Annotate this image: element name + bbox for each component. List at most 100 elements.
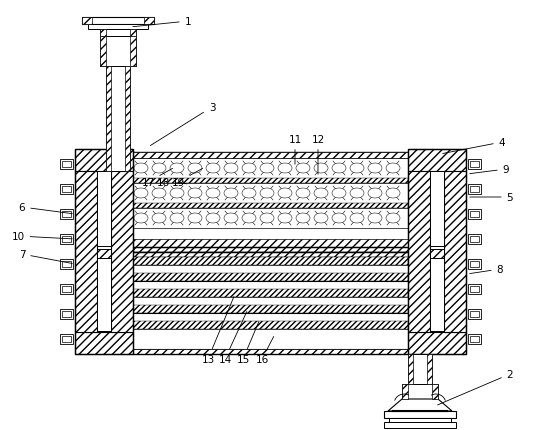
Ellipse shape: [314, 214, 328, 224]
Bar: [133, 321, 408, 329]
Bar: [408, 150, 466, 354]
Ellipse shape: [134, 214, 148, 224]
Bar: [133, 203, 408, 209]
Ellipse shape: [314, 189, 328, 199]
Bar: [133, 240, 408, 247]
Ellipse shape: [278, 214, 292, 224]
Bar: [133, 178, 408, 184]
Bar: [106, 67, 111, 172]
Bar: [408, 354, 432, 384]
Bar: [111, 172, 133, 332]
Bar: [402, 384, 438, 399]
Bar: [384, 411, 456, 418]
Bar: [62, 286, 71, 292]
Bar: [132, 153, 133, 362]
Bar: [97, 172, 111, 246]
Ellipse shape: [332, 164, 346, 174]
Bar: [444, 172, 466, 332]
Bar: [468, 334, 481, 344]
Bar: [133, 273, 408, 281]
Ellipse shape: [332, 189, 346, 199]
Bar: [470, 162, 479, 168]
Text: 5: 5: [470, 193, 514, 203]
Bar: [75, 332, 133, 354]
Bar: [470, 187, 479, 193]
Bar: [468, 284, 481, 294]
Bar: [468, 184, 481, 194]
Bar: [468, 259, 481, 269]
Ellipse shape: [296, 189, 310, 199]
Text: 11: 11: [288, 135, 301, 165]
Bar: [470, 336, 479, 342]
Bar: [430, 249, 444, 258]
Ellipse shape: [386, 189, 400, 199]
Ellipse shape: [224, 189, 238, 199]
Bar: [133, 329, 408, 337]
Bar: [470, 212, 479, 218]
Text: 7: 7: [18, 249, 72, 264]
Ellipse shape: [152, 214, 166, 224]
Ellipse shape: [350, 214, 364, 224]
Bar: [133, 305, 408, 313]
Bar: [133, 258, 408, 265]
Ellipse shape: [332, 214, 346, 224]
Bar: [133, 289, 408, 297]
Bar: [468, 234, 481, 244]
Ellipse shape: [188, 164, 202, 174]
Bar: [130, 30, 136, 37]
Bar: [125, 67, 130, 172]
Bar: [430, 256, 444, 331]
Bar: [468, 309, 481, 319]
Ellipse shape: [188, 214, 202, 224]
Bar: [60, 259, 73, 269]
Bar: [62, 261, 71, 267]
Ellipse shape: [224, 164, 238, 174]
Bar: [468, 160, 481, 169]
Bar: [133, 184, 408, 203]
Text: 1: 1: [133, 17, 191, 28]
Bar: [75, 172, 97, 332]
Bar: [62, 162, 71, 168]
Ellipse shape: [134, 164, 148, 174]
Bar: [133, 252, 408, 258]
Bar: [133, 159, 408, 178]
Text: 13: 13: [201, 297, 234, 364]
Ellipse shape: [368, 189, 382, 199]
Bar: [408, 150, 466, 172]
Ellipse shape: [260, 214, 274, 224]
Bar: [62, 336, 71, 342]
Bar: [408, 332, 466, 354]
Ellipse shape: [152, 164, 166, 174]
Bar: [75, 150, 133, 172]
Ellipse shape: [296, 214, 310, 224]
Ellipse shape: [260, 189, 274, 199]
Text: 9: 9: [470, 165, 509, 175]
Bar: [97, 249, 111, 258]
Ellipse shape: [386, 214, 400, 224]
Bar: [133, 349, 408, 354]
Bar: [75, 150, 133, 354]
Text: 17: 17: [141, 169, 172, 187]
Bar: [82, 18, 92, 25]
Bar: [82, 18, 154, 25]
Bar: [97, 256, 111, 331]
Ellipse shape: [242, 214, 256, 224]
Ellipse shape: [314, 164, 328, 174]
Ellipse shape: [206, 214, 220, 224]
Text: 12: 12: [311, 135, 325, 175]
Bar: [60, 334, 73, 344]
Bar: [133, 297, 408, 305]
Ellipse shape: [350, 189, 364, 199]
Ellipse shape: [260, 164, 274, 174]
Bar: [470, 311, 479, 317]
Polygon shape: [388, 399, 452, 411]
Ellipse shape: [368, 214, 382, 224]
Bar: [133, 247, 408, 252]
Ellipse shape: [134, 189, 148, 199]
Text: 14: 14: [218, 312, 247, 364]
Text: 15: 15: [237, 322, 259, 364]
Text: 6: 6: [18, 203, 72, 214]
Bar: [402, 384, 408, 399]
Text: 10: 10: [11, 231, 72, 241]
Bar: [100, 37, 106, 67]
